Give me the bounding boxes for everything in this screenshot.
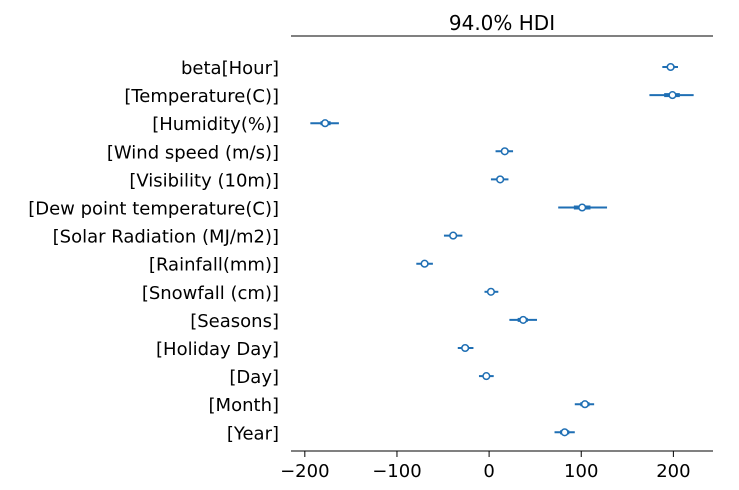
forest-row: [Month] <box>209 395 595 416</box>
x-ticks: −200 −100 0 100 200 <box>280 451 691 482</box>
forest-row: [Humidity(%)] <box>152 114 339 135</box>
x-tick-label: −100 <box>372 461 421 482</box>
forest-row: [Year] <box>227 423 575 444</box>
rows-layer: beta[Hour] [Temperature(C)] [Humidity(%)] [… <box>28 58 694 444</box>
row-label: [Wind speed (m/s)] <box>107 142 279 163</box>
row-label: [Seasons] <box>190 311 279 332</box>
mean-point <box>461 343 470 353</box>
row-label: [Solar Radiation (MJ/m2)] <box>53 227 279 248</box>
row-label: beta[Hour] <box>181 58 279 79</box>
forest-row: [Rainfall(mm)] <box>149 255 433 276</box>
forest-row: [Visibility (10m)] <box>129 170 509 191</box>
x-tick-label: −200 <box>280 461 329 482</box>
forest-row: beta[Hour] <box>181 58 678 79</box>
row-label: [Rainfall(mm)] <box>149 255 279 276</box>
x-tick-label: 200 <box>656 461 690 482</box>
mean-point <box>578 203 587 212</box>
row-label: [Day] <box>229 367 279 388</box>
mean-point <box>449 231 458 240</box>
row-label: [Temperature(C)] <box>124 86 279 107</box>
mean-point <box>666 62 675 72</box>
row-label: [Month] <box>209 395 279 416</box>
x-tick-label: 0 <box>483 461 494 482</box>
row-label: [Dew point temperature(C)] <box>28 199 279 220</box>
mean-point <box>420 259 429 268</box>
forest-row: [Seasons] <box>190 311 538 332</box>
mean-point <box>560 428 569 437</box>
forest-row: [Dew point temperature(C)] <box>28 199 608 220</box>
forest-row: [Wind speed (m/s)] <box>107 142 514 163</box>
row-label: [Snowfall (cm)] <box>142 283 279 304</box>
mean-point <box>580 400 589 409</box>
mean-point <box>486 287 495 296</box>
mean-point <box>482 372 491 381</box>
mean-point <box>668 91 677 100</box>
mean-point <box>321 119 330 128</box>
mean-point <box>496 175 505 184</box>
forest-row: [Temperature(C)] <box>124 86 694 107</box>
chart-title: 94.0% HDI <box>449 11 555 35</box>
forest-row: [Snowfall (cm)] <box>142 283 499 304</box>
row-label: [Year] <box>227 423 279 444</box>
mean-point <box>500 147 509 156</box>
forest-row: [Day] <box>229 367 494 388</box>
x-tick-label: 100 <box>564 461 598 482</box>
row-label: [Visibility (10m)] <box>129 170 279 191</box>
forest-row: [Holiday Day] <box>156 339 474 360</box>
row-label: [Holiday Day] <box>156 339 279 360</box>
row-label: [Humidity(%)] <box>152 114 279 135</box>
mean-point <box>519 315 528 324</box>
forest-row: [Solar Radiation (MJ/m2)] <box>53 227 463 248</box>
